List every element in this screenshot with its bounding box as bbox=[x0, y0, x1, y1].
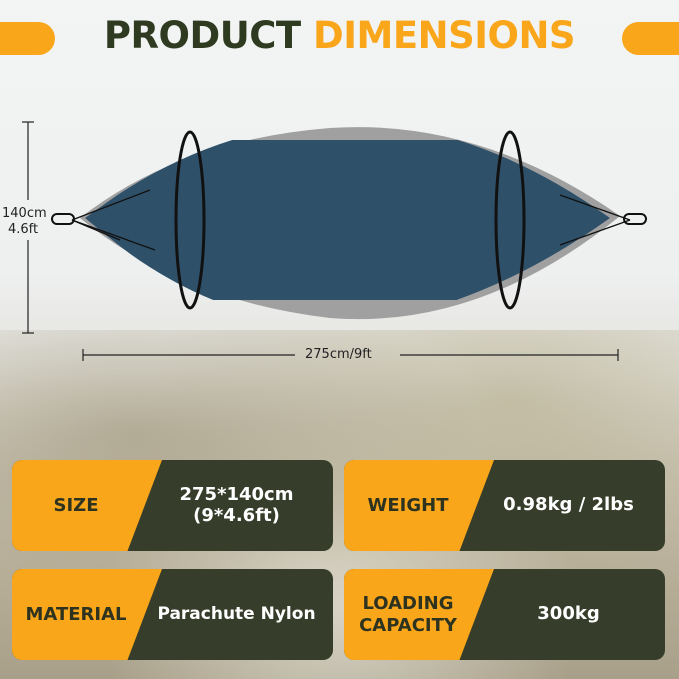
spec-label: MATERIAL bbox=[25, 603, 127, 625]
hammock-ring-left bbox=[174, 130, 206, 310]
hammock-ring-right bbox=[494, 130, 526, 310]
spec-label: LOADING CAPACITY bbox=[359, 592, 457, 636]
spec-card-weight: WEIGHT 0.98kg / 2lbs bbox=[344, 460, 665, 551]
spec-label: SIZE bbox=[53, 494, 99, 516]
height-cm-label: 140cm bbox=[2, 206, 47, 221]
spec-card-material: MATERIAL Parachute Nylon bbox=[12, 569, 333, 660]
carabiner-left-icon bbox=[51, 213, 75, 225]
spec-card-loading-capacity: LOADING CAPACITY 300kg bbox=[344, 569, 665, 660]
carabiner-right-icon bbox=[623, 213, 647, 225]
hammock-ropes bbox=[71, 189, 631, 251]
length-label: 275cm/9ft bbox=[305, 347, 372, 362]
spec-label: WEIGHT bbox=[367, 494, 449, 516]
decorative-pill-right bbox=[622, 22, 679, 55]
page-title: PRODUCT DIMENSIONS bbox=[103, 14, 576, 57]
decorative-pill-left bbox=[0, 22, 55, 55]
hammock-illustration bbox=[22, 121, 647, 361]
dimension-lines bbox=[22, 121, 619, 361]
spec-value: Parachute Nylon bbox=[157, 603, 316, 624]
spec-value: 0.98kg / 2lbs bbox=[503, 494, 634, 516]
spec-value: 275*140cm (9*4.6ft) bbox=[179, 483, 294, 526]
spec-card-size: SIZE 275*140cm (9*4.6ft) bbox=[12, 460, 333, 551]
spec-value: 300kg bbox=[537, 603, 600, 625]
hammock-body bbox=[85, 140, 610, 300]
height-ft-label: 4.6ft bbox=[8, 222, 39, 237]
